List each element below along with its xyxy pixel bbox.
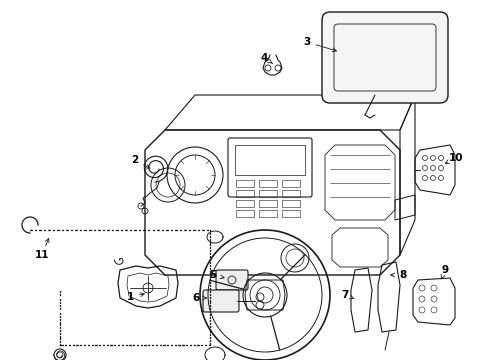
Bar	[236, 190, 253, 197]
Bar	[236, 180, 253, 187]
Text: 5: 5	[209, 270, 216, 280]
FancyBboxPatch shape	[321, 12, 447, 103]
Bar	[236, 210, 253, 217]
Bar	[259, 190, 276, 197]
Bar	[282, 180, 299, 187]
Bar	[259, 200, 276, 207]
Bar	[282, 210, 299, 217]
Text: 9: 9	[441, 265, 447, 275]
Text: 11: 11	[35, 250, 49, 260]
Bar	[282, 200, 299, 207]
Text: 10: 10	[448, 153, 462, 163]
FancyBboxPatch shape	[203, 290, 239, 312]
Bar	[235, 145, 305, 175]
Bar	[282, 190, 299, 197]
Text: 1: 1	[126, 292, 133, 302]
Text: 8: 8	[399, 270, 406, 280]
Text: 6: 6	[192, 293, 199, 303]
Text: 7: 7	[341, 290, 348, 300]
Bar	[259, 180, 276, 187]
Text: 3: 3	[303, 37, 310, 47]
Text: 2: 2	[131, 155, 138, 165]
Text: 4: 4	[260, 53, 267, 63]
FancyBboxPatch shape	[216, 270, 247, 290]
Bar	[236, 200, 253, 207]
Bar	[259, 210, 276, 217]
